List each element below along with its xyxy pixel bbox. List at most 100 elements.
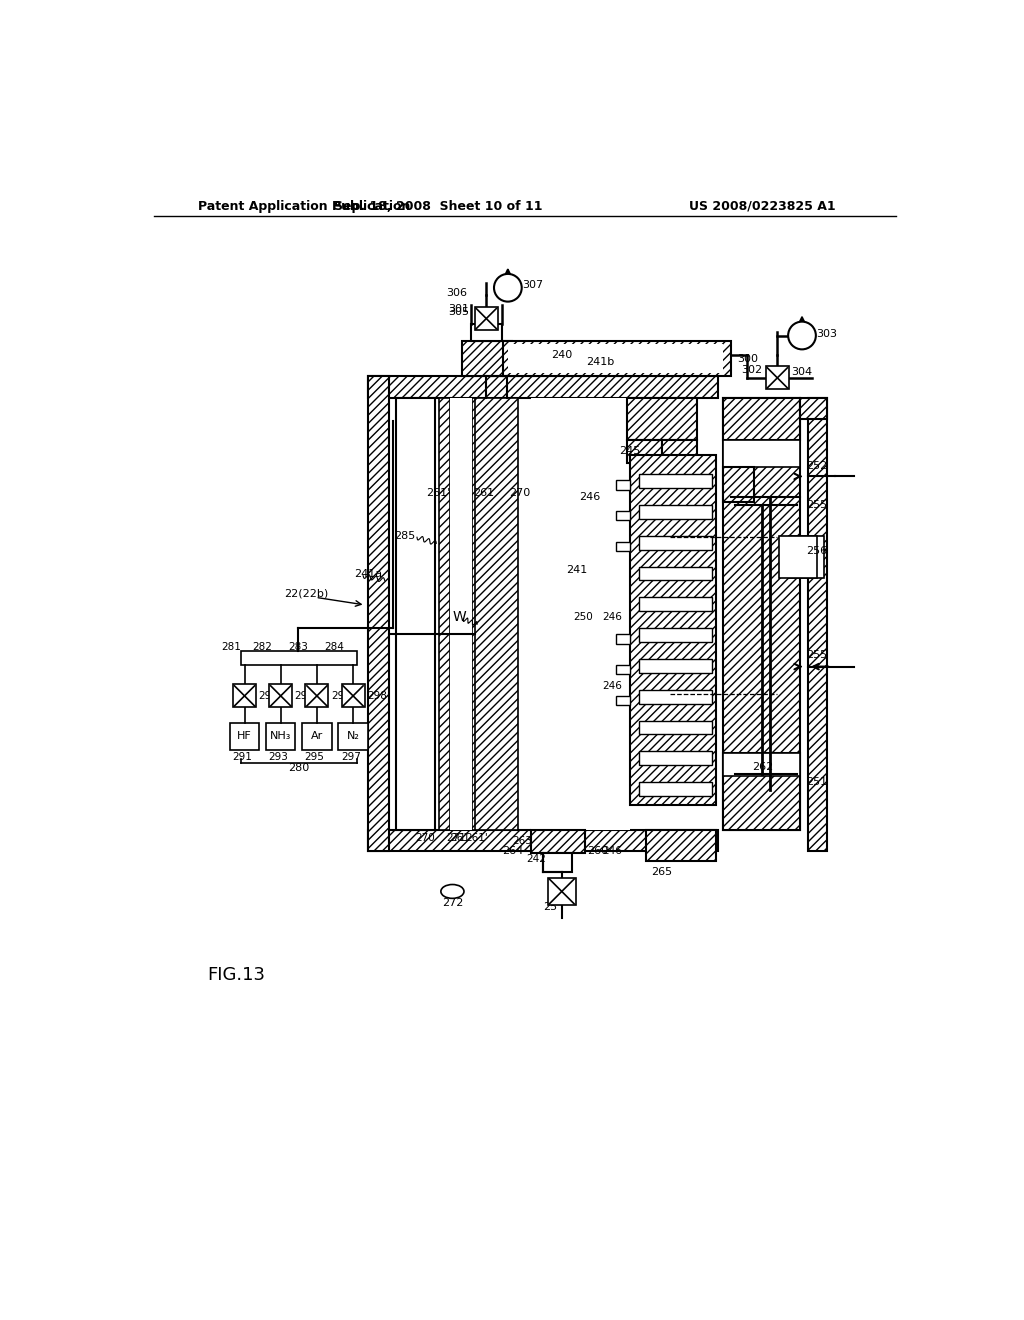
- Bar: [639, 628, 712, 642]
- Text: 240: 240: [551, 350, 572, 360]
- Text: 250: 250: [572, 611, 593, 622]
- Bar: [396, 397, 435, 830]
- Text: 265: 265: [651, 867, 673, 878]
- Bar: [639, 566, 712, 581]
- Bar: [615, 665, 630, 675]
- Text: 270: 270: [509, 488, 530, 499]
- Text: 292: 292: [258, 690, 279, 701]
- Text: 301: 301: [449, 304, 469, 314]
- Bar: [475, 397, 518, 830]
- Bar: [342, 684, 365, 708]
- Bar: [462, 341, 512, 376]
- Text: HF: HF: [238, 731, 252, 741]
- Circle shape: [494, 275, 521, 302]
- Text: 280: 280: [288, 763, 309, 774]
- Bar: [724, 397, 801, 441]
- Bar: [724, 752, 801, 830]
- Text: 256: 256: [807, 546, 827, 556]
- Text: 252: 252: [807, 462, 827, 471]
- Bar: [788, 536, 823, 578]
- Text: 297: 297: [341, 751, 360, 762]
- Text: 294: 294: [295, 690, 314, 701]
- Bar: [339, 723, 368, 750]
- Text: Ar: Ar: [310, 731, 323, 741]
- Text: P: P: [798, 329, 806, 342]
- Text: 285: 285: [394, 531, 416, 541]
- Text: 303: 303: [816, 329, 837, 339]
- Bar: [241, 651, 357, 665]
- Bar: [615, 480, 630, 490]
- Text: 264: 264: [502, 846, 523, 857]
- Bar: [368, 830, 718, 851]
- Text: 270: 270: [415, 833, 435, 842]
- Bar: [548, 878, 575, 906]
- Text: FIG.13: FIG.13: [208, 966, 265, 983]
- Bar: [266, 723, 295, 750]
- Text: 284: 284: [325, 643, 344, 652]
- Bar: [724, 397, 801, 830]
- Text: 295: 295: [305, 751, 325, 762]
- Bar: [615, 696, 630, 705]
- Text: 241b: 241b: [586, 358, 614, 367]
- Text: US 2008/0223825 A1: US 2008/0223825 A1: [689, 199, 836, 213]
- Text: 307: 307: [521, 280, 543, 290]
- Bar: [779, 536, 817, 578]
- Bar: [646, 830, 716, 861]
- Text: 291: 291: [232, 751, 252, 762]
- Bar: [451, 397, 472, 830]
- Text: 242: 242: [526, 854, 547, 865]
- Bar: [639, 781, 712, 796]
- Text: 22(22b): 22(22b): [285, 589, 329, 598]
- Text: N₂: N₂: [347, 731, 359, 741]
- Text: 255: 255: [807, 649, 827, 660]
- Text: 306: 306: [446, 288, 467, 298]
- Text: 255: 255: [807, 500, 827, 510]
- Text: 302: 302: [740, 366, 762, 375]
- Bar: [615, 511, 630, 520]
- Bar: [615, 543, 630, 552]
- Circle shape: [788, 322, 816, 350]
- Text: P: P: [504, 281, 512, 294]
- Text: 262: 262: [753, 762, 773, 772]
- Bar: [639, 474, 712, 488]
- Text: 261': 261': [426, 488, 451, 499]
- Bar: [503, 341, 731, 376]
- Bar: [543, 853, 571, 873]
- Text: 25: 25: [543, 902, 557, 912]
- Bar: [305, 684, 329, 708]
- Bar: [639, 751, 712, 766]
- Bar: [368, 376, 718, 397]
- Bar: [662, 441, 696, 463]
- Text: 246: 246: [602, 846, 622, 857]
- Bar: [531, 397, 630, 830]
- Text: 305: 305: [449, 308, 469, 317]
- Text: 251: 251: [807, 777, 827, 787]
- Text: 246: 246: [579, 492, 600, 502]
- Text: 246: 246: [602, 681, 623, 690]
- Text: Sep. 18, 2008  Sheet 10 of 11: Sep. 18, 2008 Sheet 10 of 11: [334, 199, 543, 213]
- Text: 282: 282: [252, 643, 272, 652]
- Bar: [628, 441, 662, 463]
- Text: 298: 298: [367, 690, 387, 701]
- Bar: [639, 536, 712, 549]
- Text: Patent Application Publication: Patent Application Publication: [199, 199, 411, 213]
- Text: 300: 300: [737, 354, 758, 363]
- Bar: [531, 830, 585, 853]
- Text: 293: 293: [268, 751, 289, 762]
- Bar: [724, 752, 801, 776]
- Bar: [230, 723, 259, 750]
- Bar: [269, 684, 292, 708]
- Bar: [628, 397, 696, 441]
- Text: 304: 304: [792, 367, 812, 378]
- Text: 272: 272: [441, 898, 463, 908]
- Text: 283: 283: [289, 643, 308, 652]
- Bar: [639, 689, 712, 704]
- Text: W: W: [453, 610, 466, 623]
- Text: 263: 263: [513, 837, 532, 846]
- Bar: [639, 721, 712, 734]
- Bar: [471, 323, 502, 341]
- Bar: [639, 597, 712, 611]
- Bar: [475, 308, 498, 330]
- Text: 261': 261': [466, 833, 488, 842]
- Bar: [724, 441, 801, 467]
